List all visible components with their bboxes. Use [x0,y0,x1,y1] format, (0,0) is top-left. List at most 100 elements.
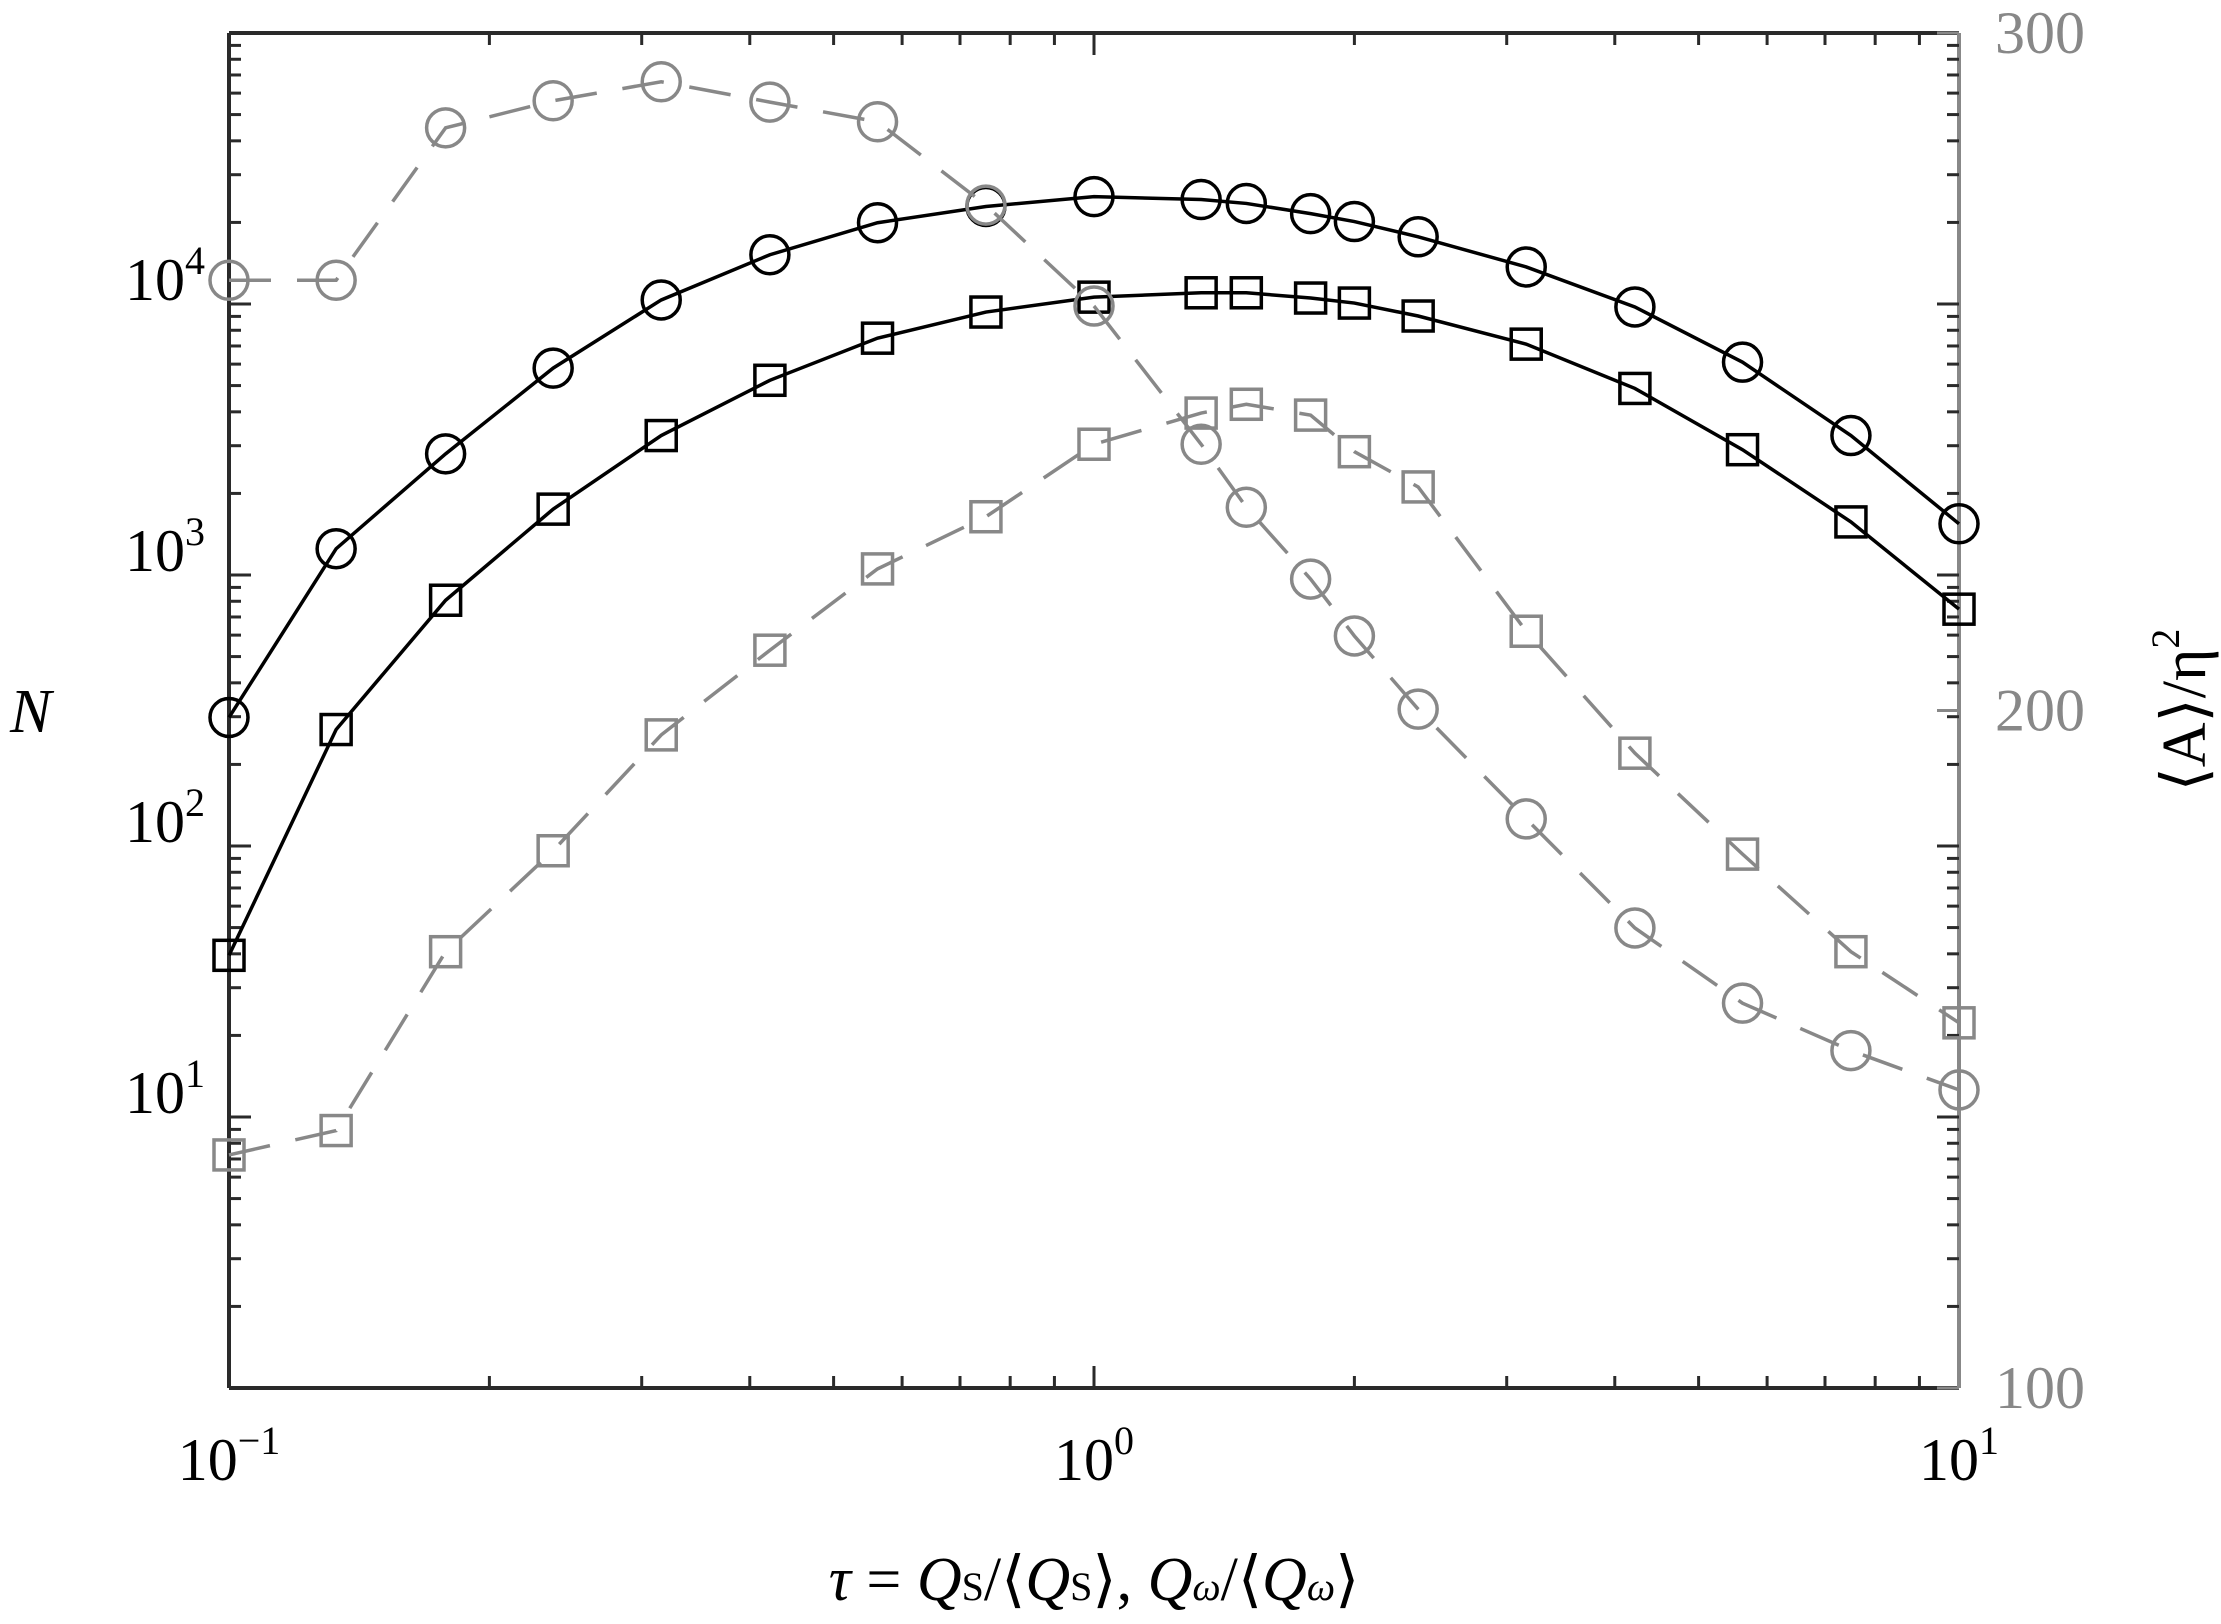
square-marker [1293,281,1328,315]
circle-marker [424,433,467,475]
circle-marker [208,259,250,302]
square-marker [644,418,678,453]
circle-marker [965,184,1007,226]
square-marker [319,1113,353,1148]
square-marker [1401,470,1435,504]
square-marker [1401,299,1435,333]
square-marker [1942,1006,1976,1040]
y-tick-label-left: 103 [125,509,205,584]
square-marker [1509,327,1543,361]
y-axis-left-title: N [9,678,55,746]
square-marker [536,833,570,868]
circle-marker [1505,798,1547,840]
circle-marker [532,347,574,389]
circle-marker [1289,558,1332,600]
square-marker [1834,934,1868,969]
square-marker [1184,276,1218,310]
circle-marker [1397,688,1439,730]
circle-marker [532,80,574,122]
y-tick-label-right: 200 [1995,678,2085,744]
y-tick-label-left: 104 [125,238,205,313]
circle-marker [1333,615,1376,657]
square-marker [1725,432,1760,467]
y-axis-right-title: ⟨A⟩/η2 [2143,629,2219,792]
y-tick-label-right: 100 [1995,1355,2085,1421]
circle-marker [1180,178,1222,221]
data-series [208,61,1980,1172]
square-marker [969,499,1003,534]
square-marker [1184,396,1218,430]
x-tick-label: 100 [1054,1418,1134,1493]
square-marker [1725,837,1760,871]
series-1 [212,276,1976,973]
square-marker [1077,427,1111,461]
circle-marker [1614,286,1656,328]
y-right-title-sup: 2 [2143,629,2188,649]
square-marker [753,363,787,398]
square-marker [1942,592,1976,626]
series-line [228,402,1960,1157]
square-marker [1618,371,1652,406]
series-line [229,80,1960,1092]
circle-marker [1073,175,1115,218]
x-tick-label: 101 [1919,1418,1999,1493]
svg-text:⟨A⟩/η2: ⟨A⟩/η2 [2143,629,2219,792]
square-marker [1229,276,1264,310]
circle-marker [1289,192,1332,235]
circle-marker [856,201,899,244]
y-tick-label-left: 102 [125,780,205,855]
square-marker [1337,434,1372,469]
circle-marker [749,233,791,276]
circle-marker [1614,907,1656,949]
square-marker [1618,736,1652,770]
circle-marker [1225,182,1268,225]
square-marker [753,633,787,667]
circle-marker [208,696,250,739]
series-0 [208,175,1980,739]
square-marker [1337,286,1372,320]
circle-marker [856,101,899,143]
circle-marker [315,259,357,302]
series-line [227,291,1961,957]
x-axis-title: τ = QS/⟨QS⟩, Qω/⟨Qω⟩ [829,1546,1360,1614]
circle-marker [1938,503,1980,545]
circle-marker [1397,216,1439,258]
plot-frame [227,31,1961,1390]
square-marker [644,718,678,752]
series-3 [212,387,1976,1172]
square-marker [536,492,570,526]
circle-marker [1938,1069,1980,1111]
series-2 [208,61,1980,1111]
axis-ticks [227,31,1959,1390]
circle-marker [1505,246,1547,288]
series-line [227,194,1961,719]
circle-marker [1180,423,1222,465]
circle-marker [1830,1029,1872,1072]
circle-marker [1830,414,1872,457]
square-marker [1229,387,1264,422]
square-marker [1293,398,1328,432]
square-marker [428,583,463,617]
circle-marker [1721,341,1764,383]
square-marker [319,712,353,747]
x-title-eq: = [851,1546,917,1614]
x-title-tau: τ [829,1546,854,1614]
circle-marker [315,527,357,570]
circle-marker [640,61,682,103]
square-marker [969,295,1003,329]
circle-marker [1225,486,1268,528]
y-tick-label-left: 101 [125,1051,205,1126]
square-marker [860,552,895,586]
square-marker [860,321,895,355]
circle-marker [640,279,682,321]
square-marker [1509,614,1543,648]
circle-marker [1721,982,1764,1024]
square-marker [212,1138,246,1172]
y-right-title-main: ⟨A⟩/η [2151,649,2219,792]
square-marker [212,938,246,973]
x-tick-label: 10−1 [178,1418,281,1493]
circle-marker [424,107,467,149]
